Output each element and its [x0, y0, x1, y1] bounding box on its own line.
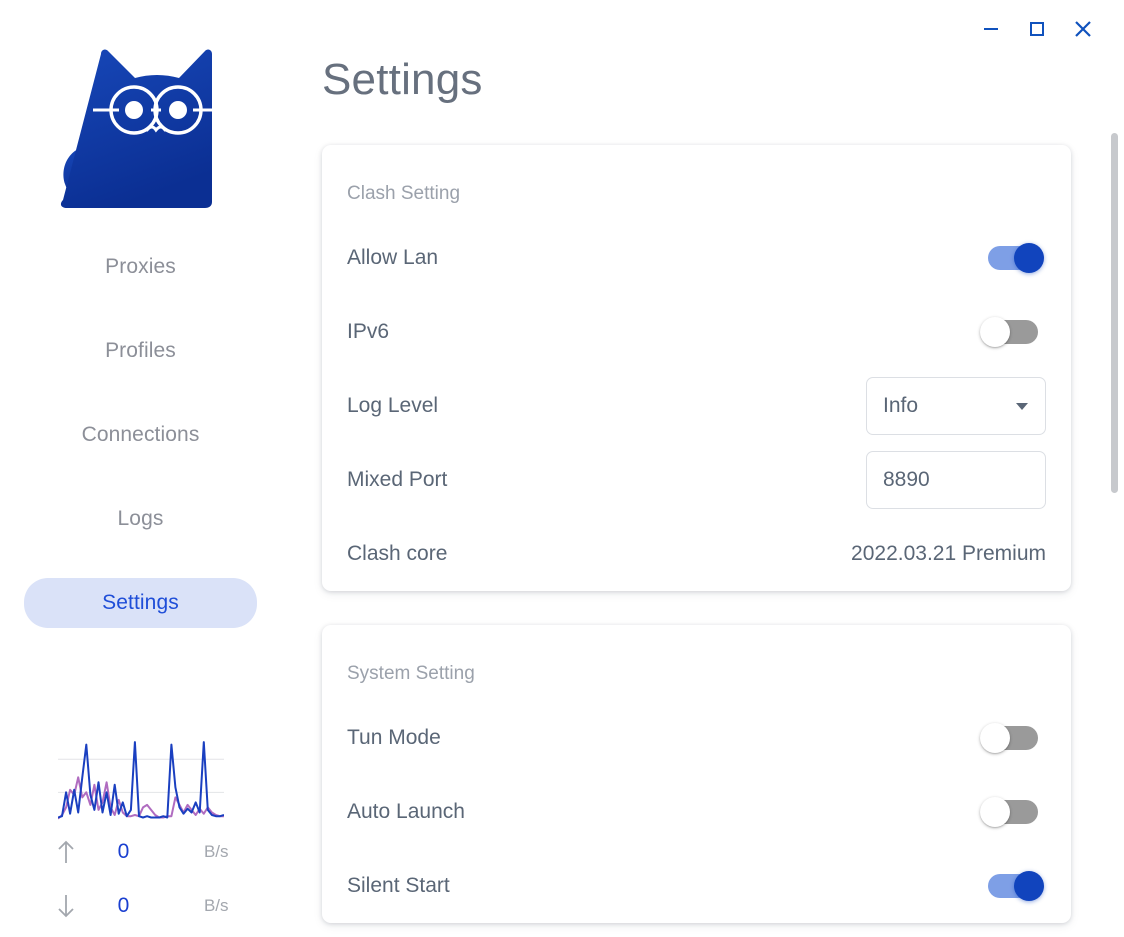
- vertical-scrollbar-thumb[interactable]: [1111, 133, 1118, 493]
- upload-rate-row: 0 B/s: [51, 825, 231, 879]
- toggle-knob: [1014, 243, 1044, 273]
- sidebar-item-proxies[interactable]: Proxies: [24, 242, 257, 292]
- sidebar-item-label: Proxies: [105, 255, 176, 278]
- setting-label: Mixed Port: [347, 468, 448, 491]
- sidebar-item-label: Profiles: [105, 339, 176, 362]
- setting-label: IPv6: [347, 320, 390, 343]
- cat-with-glasses-logo: [41, 24, 241, 220]
- tun-mode-toggle[interactable]: [980, 721, 1046, 755]
- sidebar-item-connections[interactable]: Connections: [24, 410, 257, 460]
- setting-label: Auto Launch: [347, 800, 465, 823]
- setting-label: Allow Lan: [347, 246, 439, 269]
- content-area: Settings Clash Setting Allow Lan IPv6: [281, 0, 1124, 937]
- download-rate-row: 0 B/s: [51, 879, 231, 933]
- mixed-port-input[interactable]: 8890: [866, 451, 1046, 509]
- card-title: System Setting: [347, 663, 475, 684]
- setting-row-silent-start: Silent Start: [347, 849, 1046, 923]
- setting-label: Log Level: [347, 394, 439, 417]
- window-titlebar: [0, 0, 1124, 60]
- setting-row-auto-launch: Auto Launch: [347, 775, 1046, 849]
- download-rate-unit: B/s: [203, 896, 229, 915]
- silent-start-toggle[interactable]: [980, 869, 1046, 903]
- card-clash-setting: Clash Setting Allow Lan IPv6: [322, 145, 1071, 591]
- setting-label: Tun Mode: [347, 726, 441, 749]
- setting-row-clash-core: Clash core 2022.03.21 Premium: [347, 517, 1046, 591]
- setting-row-log-level: Log Level Info: [347, 369, 1046, 443]
- arrow-down-icon: [53, 893, 79, 919]
- toggle-knob: [980, 723, 1010, 753]
- mixed-port-value: 8890: [883, 468, 930, 491]
- minimize-button[interactable]: [968, 12, 1014, 46]
- card-system-setting: System Setting Tun Mode Auto Launch: [322, 625, 1071, 923]
- setting-label: Clash core: [347, 542, 448, 565]
- setting-row-tun-mode: Tun Mode: [347, 701, 1046, 775]
- chevron-down-icon: [1015, 399, 1029, 413]
- sidebar-item-logs[interactable]: Logs: [24, 494, 257, 544]
- close-button[interactable]: [1060, 12, 1106, 46]
- sidebar-item-label: Logs: [117, 507, 164, 530]
- traffic-widget: 0 B/s 0 B/s: [0, 728, 281, 933]
- log-level-select[interactable]: Info: [866, 377, 1046, 435]
- toggle-knob: [980, 797, 1010, 827]
- toggle-knob: [980, 317, 1010, 347]
- setting-row-allow-lan: Allow Lan: [347, 221, 1046, 295]
- sidebar: Proxies Profiles Connections Logs Settin…: [0, 0, 281, 937]
- download-rate-value: 0: [117, 894, 130, 917]
- clash-core-version: 2022.03.21 Premium: [851, 542, 1046, 565]
- sidebar-item-label: Settings: [102, 591, 179, 614]
- setting-label: Silent Start: [347, 874, 450, 897]
- log-level-value: Info: [883, 394, 919, 417]
- upload-rate-value: 0: [117, 840, 130, 863]
- maximize-button[interactable]: [1014, 12, 1060, 46]
- traffic-chart: [57, 728, 224, 825]
- settings-cards: Clash Setting Allow Lan IPv6: [322, 145, 1071, 937]
- arrow-up-icon: [53, 839, 79, 865]
- allow-lan-toggle[interactable]: [980, 241, 1046, 275]
- card-title: Clash Setting: [347, 183, 461, 204]
- auto-launch-toggle[interactable]: [980, 795, 1046, 829]
- toggle-knob: [1014, 871, 1044, 901]
- ipv6-toggle[interactable]: [980, 315, 1046, 349]
- sidebar-item-profiles[interactable]: Profiles: [24, 326, 257, 376]
- minimize-icon: [980, 18, 1002, 40]
- sidebar-nav: Proxies Profiles Connections Logs Settin…: [24, 242, 257, 662]
- setting-row-ipv6: IPv6: [347, 295, 1046, 369]
- upload-rate-unit: B/s: [203, 842, 229, 861]
- sidebar-item-settings[interactable]: Settings: [24, 578, 257, 628]
- setting-row-mixed-port: Mixed Port 8890: [347, 443, 1046, 517]
- maximize-icon: [1026, 18, 1048, 40]
- close-icon: [1071, 17, 1095, 41]
- sidebar-item-label: Connections: [81, 423, 200, 446]
- page-title: Settings: [322, 55, 483, 104]
